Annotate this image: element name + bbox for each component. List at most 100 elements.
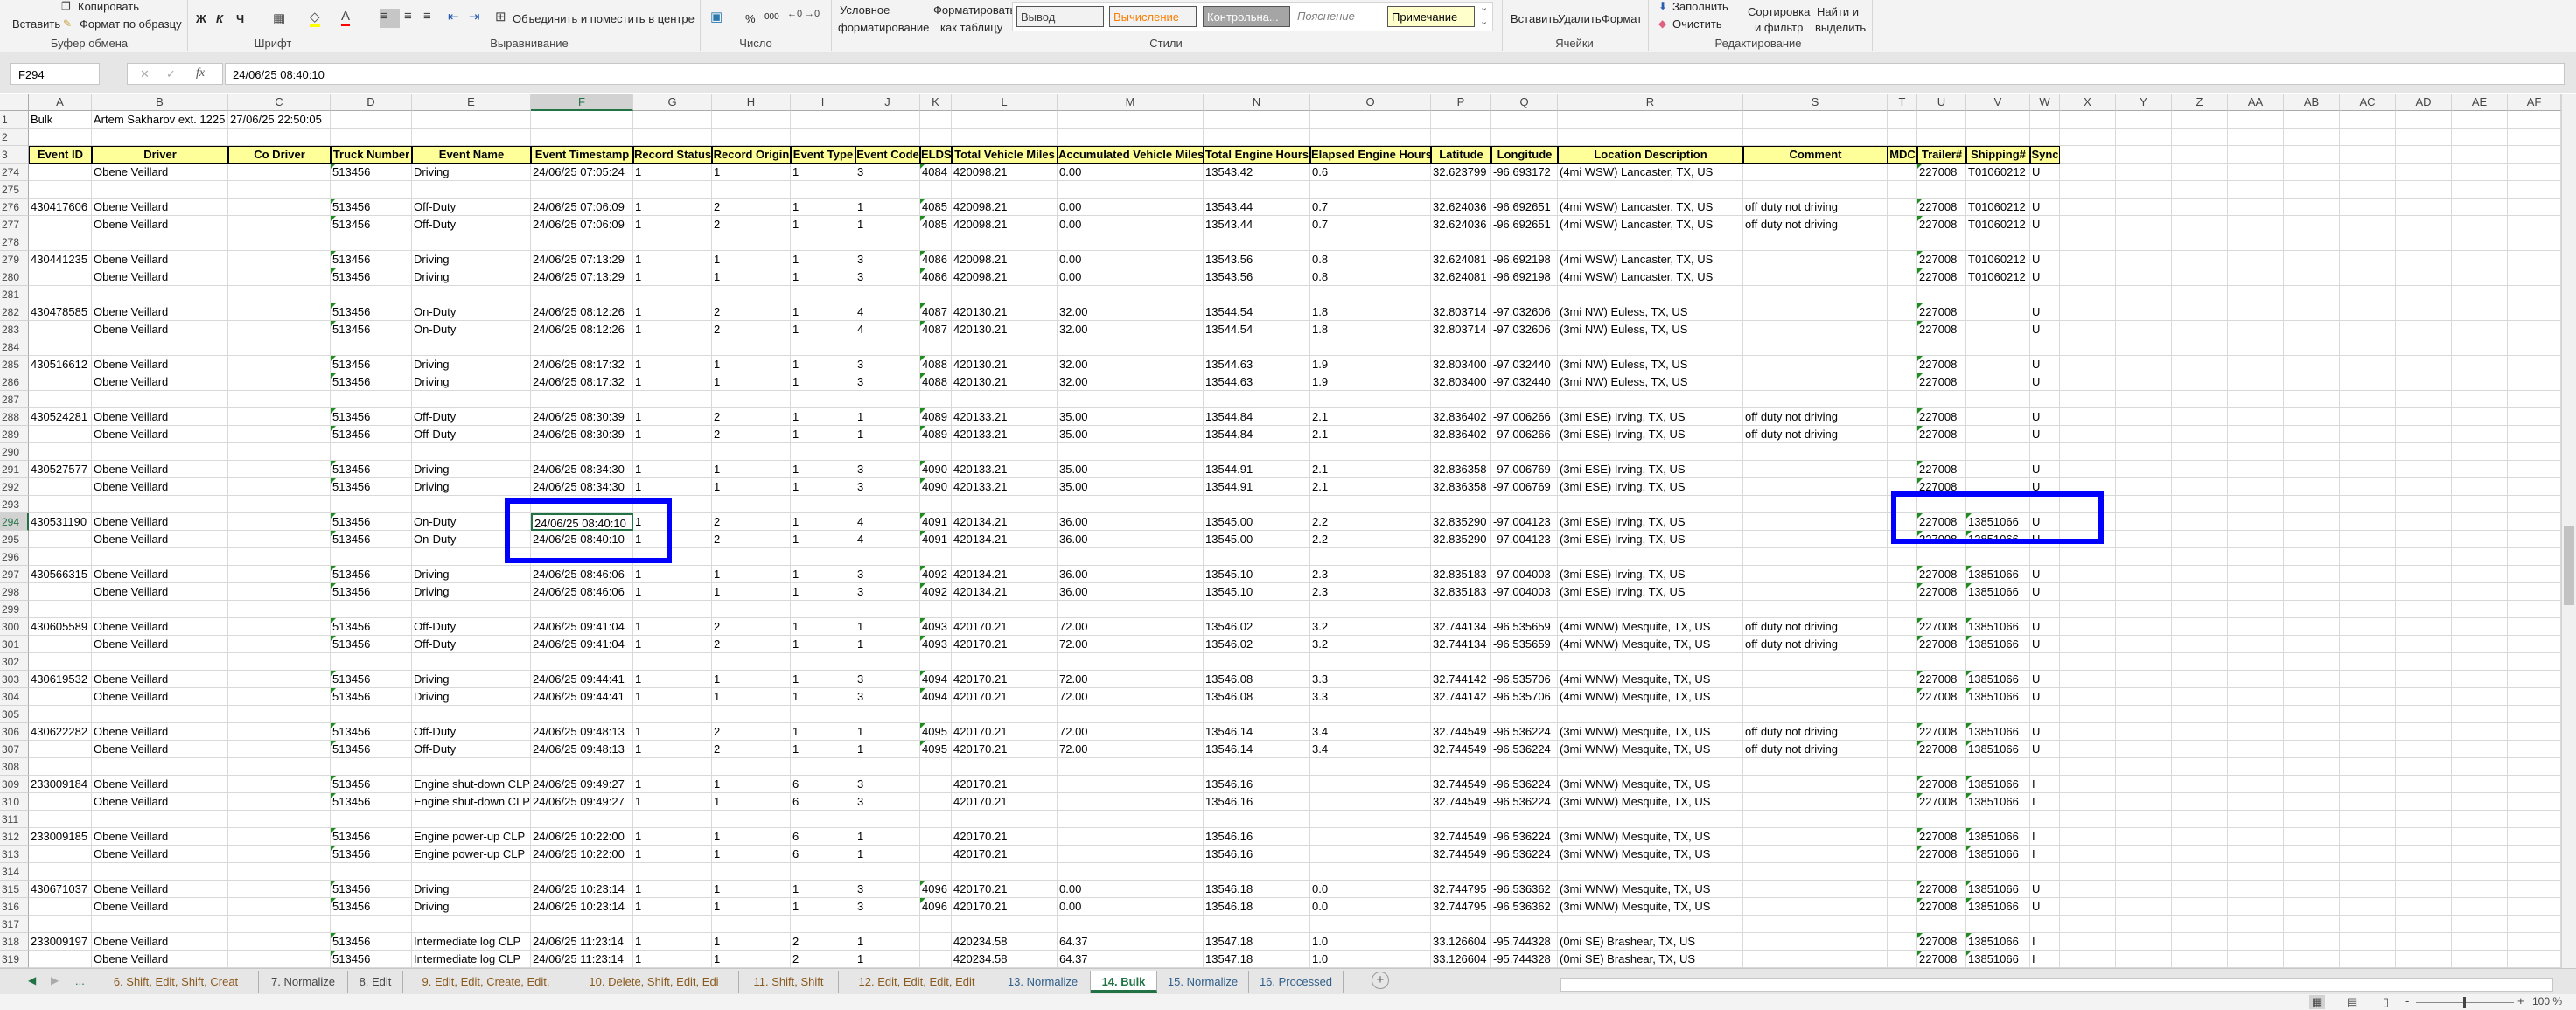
- cell-C[interactable]: [228, 881, 331, 898]
- cell-Q[interactable]: [1491, 338, 1558, 356]
- cell-I[interactable]: 6: [791, 776, 855, 793]
- cell-Y[interactable]: [2116, 776, 2172, 793]
- cell-U[interactable]: 227008: [1917, 583, 1966, 601]
- cell-P[interactable]: [1431, 916, 1491, 933]
- cell-AC[interactable]: [2340, 408, 2396, 426]
- cell-AD[interactable]: [2396, 776, 2452, 793]
- cell-AE[interactable]: [2452, 548, 2508, 566]
- cell-AB[interactable]: [2284, 181, 2340, 199]
- cell-P[interactable]: 32.835183: [1431, 566, 1491, 583]
- cell-AA[interactable]: [2228, 548, 2284, 566]
- cell-B[interactable]: Obene Veillard: [92, 356, 228, 373]
- number-as-text-indicator-icon[interactable]: [1966, 846, 1972, 851]
- cell-T[interactable]: [1888, 741, 1917, 758]
- column-header-E[interactable]: E: [412, 94, 531, 111]
- column-header-C[interactable]: C: [228, 94, 331, 111]
- cell-Z[interactable]: [2172, 391, 2228, 408]
- cell-P[interactable]: 32.624081: [1431, 251, 1491, 268]
- cell-Z[interactable]: [2172, 898, 2228, 916]
- cell-X[interactable]: [2060, 251, 2116, 268]
- cell-K[interactable]: [920, 863, 952, 881]
- cell-N[interactable]: [1204, 181, 1310, 199]
- cell-O[interactable]: 0.0: [1310, 881, 1431, 898]
- cell-AE[interactable]: [2452, 863, 2508, 881]
- cell-AD[interactable]: [2396, 199, 2452, 216]
- cell-E[interactable]: [412, 338, 531, 356]
- cell-E[interactable]: On-Duty: [412, 513, 531, 531]
- cell-AD[interactable]: [2396, 828, 2452, 846]
- cell-AE[interactable]: [2452, 916, 2508, 933]
- cell-W[interactable]: U: [2030, 898, 2060, 916]
- cell-O[interactable]: 3.4: [1310, 723, 1431, 741]
- number-as-text-indicator-icon[interactable]: [1917, 531, 1923, 536]
- cell-J[interactable]: 1: [855, 216, 920, 233]
- cell-K[interactable]: [920, 811, 952, 828]
- cell-S[interactable]: [1743, 181, 1888, 199]
- cell-J[interactable]: 1: [855, 933, 920, 951]
- cell-I[interactable]: [791, 916, 855, 933]
- cell-V[interactable]: [1966, 653, 2030, 671]
- cell-AB[interactable]: [2284, 531, 2340, 548]
- number-as-text-indicator-icon[interactable]: [1917, 478, 1923, 484]
- cell-F[interactable]: 24/06/25 08:12:26: [531, 303, 633, 321]
- row-header[interactable]: 318: [0, 933, 29, 951]
- cell-H[interactable]: 1: [712, 478, 791, 496]
- column-header-B[interactable]: B: [92, 94, 228, 111]
- cell-B[interactable]: Obene Veillard: [92, 303, 228, 321]
- cell-C[interactable]: [228, 741, 331, 758]
- cell-I[interactable]: 6: [791, 846, 855, 863]
- cell-H[interactable]: 1: [712, 846, 791, 863]
- cell-X[interactable]: [2060, 164, 2116, 181]
- number-as-text-indicator-icon[interactable]: [331, 268, 336, 274]
- number-as-text-indicator-icon[interactable]: [1966, 513, 1972, 519]
- cell-D[interactable]: [331, 653, 412, 671]
- cell-B[interactable]: Obene Veillard: [92, 164, 228, 181]
- cell-AC[interactable]: [2340, 233, 2396, 251]
- column-title[interactable]: Event Timestamp: [531, 146, 633, 164]
- cell-AB[interactable]: [2284, 846, 2340, 863]
- cell-AA[interactable]: [2228, 653, 2284, 671]
- column-header-Q[interactable]: Q: [1491, 94, 1558, 111]
- cell-AD[interactable]: [2396, 111, 2452, 129]
- row-header[interactable]: 313: [0, 846, 29, 863]
- cell-Q[interactable]: -96.536224: [1491, 723, 1558, 741]
- cell-G[interactable]: 1: [633, 216, 712, 233]
- cell-Q[interactable]: -96.536224: [1491, 846, 1558, 863]
- cell-Y[interactable]: [2116, 146, 2172, 164]
- cell-AD[interactable]: [2396, 461, 2452, 478]
- cell-AB[interactable]: [2284, 268, 2340, 286]
- row-header[interactable]: 285: [0, 356, 29, 373]
- cell-A[interactable]: [29, 216, 92, 233]
- cell-S[interactable]: [1743, 706, 1888, 723]
- cell-AC[interactable]: [2340, 443, 2396, 461]
- format-as-table-button[interactable]: Форматировать: [933, 3, 1016, 17]
- cell-Y[interactable]: [2116, 863, 2172, 881]
- cell-D[interactable]: 513456: [331, 251, 412, 268]
- cell-N[interactable]: 13545.10: [1204, 566, 1310, 583]
- cell-G[interactable]: 1: [633, 846, 712, 863]
- cell-N[interactable]: [1204, 916, 1310, 933]
- cell-Q[interactable]: -96.693172: [1491, 164, 1558, 181]
- cell-K[interactable]: [920, 496, 952, 513]
- cell-AD[interactable]: [2396, 286, 2452, 303]
- cell-Z[interactable]: [2172, 164, 2228, 181]
- cell-AD[interactable]: [2396, 216, 2452, 233]
- clear-button[interactable]: Очистить: [1672, 17, 1722, 31]
- cell-I[interactable]: 1: [791, 566, 855, 583]
- row-header[interactable]: 316: [0, 898, 29, 916]
- cell-X[interactable]: [2060, 706, 2116, 723]
- cell-AF[interactable]: [2508, 321, 2561, 338]
- cell-N[interactable]: 13543.56: [1204, 268, 1310, 286]
- cell-V[interactable]: [1966, 233, 2030, 251]
- cell-H[interactable]: 1: [712, 461, 791, 478]
- cell-F[interactable]: 24/06/25 08:17:32: [531, 356, 633, 373]
- cell-E[interactable]: On-Duty: [412, 531, 531, 548]
- cell-L[interactable]: [952, 811, 1058, 828]
- cell-F[interactable]: 24/06/25 08:30:39: [531, 408, 633, 426]
- cell-L[interactable]: 420170.21: [952, 846, 1058, 863]
- cell-Z[interactable]: [2172, 268, 2228, 286]
- cell-D[interactable]: 513456: [331, 426, 412, 443]
- number-as-text-indicator-icon[interactable]: [1917, 933, 1923, 938]
- cell-T[interactable]: [1888, 286, 1917, 303]
- row-header[interactable]: 319: [0, 951, 29, 968]
